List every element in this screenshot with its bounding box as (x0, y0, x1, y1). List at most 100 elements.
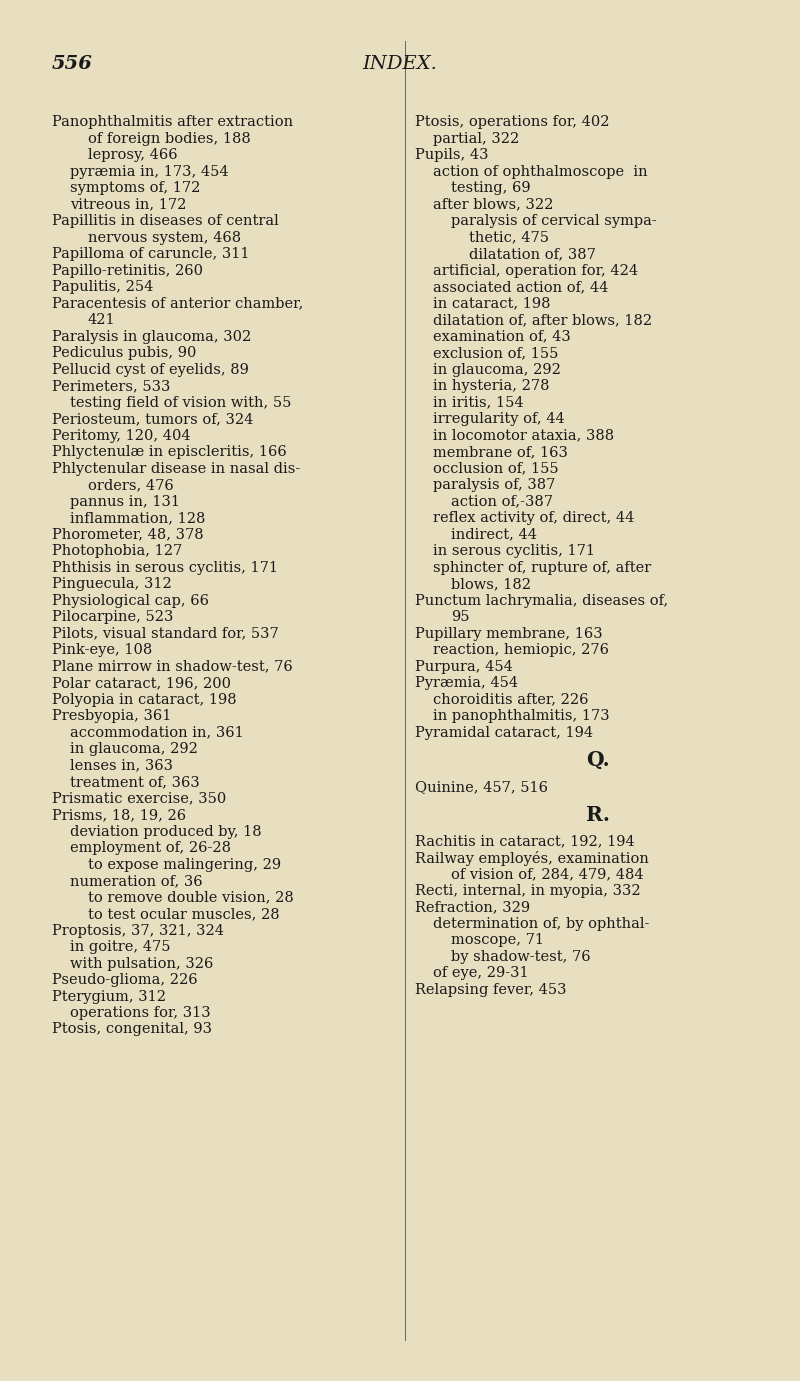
Text: Pellucid cyst of eyelids, 89: Pellucid cyst of eyelids, 89 (52, 362, 249, 377)
Text: in glaucoma, 292: in glaucoma, 292 (70, 742, 198, 755)
Text: employment of, 26-28: employment of, 26-28 (70, 841, 231, 855)
Text: Papillo-retinitis, 260: Papillo-retinitis, 260 (52, 264, 203, 278)
Text: deviation produced by, 18: deviation produced by, 18 (70, 824, 262, 838)
Text: Panophthalmitis after extraction: Panophthalmitis after extraction (52, 115, 293, 128)
Text: Pink-eye, 108: Pink-eye, 108 (52, 644, 152, 657)
Text: inflammation, 128: inflammation, 128 (70, 511, 206, 525)
Text: vitreous in, 172: vitreous in, 172 (70, 197, 186, 211)
Text: Periosteum, tumors of, 324: Periosteum, tumors of, 324 (52, 412, 254, 425)
Text: Pterygium, 312: Pterygium, 312 (52, 990, 166, 1004)
Text: Recti, internal, in myopia, 332: Recti, internal, in myopia, 332 (415, 884, 641, 898)
Text: Polar cataract, 196, 200: Polar cataract, 196, 200 (52, 677, 231, 690)
Text: in panophthalmitis, 173: in panophthalmitis, 173 (433, 708, 610, 724)
Text: with pulsation, 326: with pulsation, 326 (70, 957, 214, 971)
Text: Pyramidal cataract, 194: Pyramidal cataract, 194 (415, 725, 593, 739)
Text: Physiological cap, 66: Physiological cap, 66 (52, 594, 209, 608)
Text: Prisms, 18, 19, 26: Prisms, 18, 19, 26 (52, 808, 186, 822)
Text: of eye, 29-31: of eye, 29-31 (433, 967, 529, 981)
Text: of vision of, 284, 479, 484: of vision of, 284, 479, 484 (451, 867, 644, 881)
Text: blows, 182: blows, 182 (451, 577, 531, 591)
Text: Q.: Q. (586, 750, 610, 771)
Text: reflex activity of, direct, 44: reflex activity of, direct, 44 (433, 511, 634, 525)
Text: Pediculus pubis, 90: Pediculus pubis, 90 (52, 347, 196, 360)
Text: Phlyctenulæ in episcleritis, 166: Phlyctenulæ in episcleritis, 166 (52, 445, 286, 458)
Text: in iritis, 154: in iritis, 154 (433, 395, 524, 410)
Text: to expose malingering, 29: to expose malingering, 29 (88, 858, 281, 871)
Text: Phorometer, 48, 378: Phorometer, 48, 378 (52, 528, 204, 541)
Text: accommodation in, 361: accommodation in, 361 (70, 725, 244, 739)
Text: Ptosis, congenital, 93: Ptosis, congenital, 93 (52, 1022, 212, 1037)
Text: action of ophthalmoscope  in: action of ophthalmoscope in (433, 164, 648, 178)
Text: Rachitis in cataract, 192, 194: Rachitis in cataract, 192, 194 (415, 834, 634, 848)
Text: Photophobia, 127: Photophobia, 127 (52, 544, 182, 558)
Text: INDEX.: INDEX. (362, 55, 438, 73)
Text: associated action of, 44: associated action of, 44 (433, 280, 608, 294)
Text: of foreign bodies, 188: of foreign bodies, 188 (88, 131, 250, 145)
Text: Prismatic exercise, 350: Prismatic exercise, 350 (52, 791, 226, 805)
Text: in glaucoma, 292: in glaucoma, 292 (433, 362, 561, 377)
Text: Quinine, 457, 516: Quinine, 457, 516 (415, 780, 548, 794)
Text: Purpura, 454: Purpura, 454 (415, 660, 513, 674)
Text: after blows, 322: after blows, 322 (433, 197, 554, 211)
Text: Pupillary membrane, 163: Pupillary membrane, 163 (415, 627, 602, 641)
Text: exclusion of, 155: exclusion of, 155 (433, 347, 558, 360)
Text: by shadow-test, 76: by shadow-test, 76 (451, 950, 590, 964)
Text: partial, 322: partial, 322 (433, 131, 519, 145)
Text: action of,-387: action of,-387 (451, 494, 553, 508)
Text: reaction, hemiopic, 276: reaction, hemiopic, 276 (433, 644, 609, 657)
Text: Proptosis, 37, 321, 324: Proptosis, 37, 321, 324 (52, 924, 224, 938)
Text: testing, 69: testing, 69 (451, 181, 530, 195)
Text: orders, 476: orders, 476 (88, 478, 174, 492)
Text: Papillitis in diseases of central: Papillitis in diseases of central (52, 214, 278, 228)
Text: Pinguecula, 312: Pinguecula, 312 (52, 577, 172, 591)
Text: to remove double vision, 28: to remove double vision, 28 (88, 891, 294, 905)
Text: nervous system, 468: nervous system, 468 (88, 231, 241, 244)
Text: R.: R. (586, 805, 610, 824)
Text: dilatation of, 387: dilatation of, 387 (469, 247, 596, 261)
Text: irregularity of, 44: irregularity of, 44 (433, 412, 565, 425)
Text: choroiditis after, 226: choroiditis after, 226 (433, 692, 589, 707)
Text: Pseudo-glioma, 226: Pseudo-glioma, 226 (52, 974, 198, 987)
Text: Ptosis, operations for, 402: Ptosis, operations for, 402 (415, 115, 610, 128)
Text: Refraction, 329: Refraction, 329 (415, 900, 530, 914)
Text: Punctum lachrymalia, diseases of,: Punctum lachrymalia, diseases of, (415, 594, 668, 608)
Text: in goitre, 475: in goitre, 475 (70, 940, 170, 954)
Text: paralysis of, 387: paralysis of, 387 (433, 478, 555, 492)
Text: artificial, operation for, 424: artificial, operation for, 424 (433, 264, 638, 278)
Text: pannus in, 131: pannus in, 131 (70, 494, 180, 508)
Text: 556: 556 (52, 55, 93, 73)
Text: thetic, 475: thetic, 475 (469, 231, 549, 244)
Text: Perimeters, 533: Perimeters, 533 (52, 378, 170, 394)
Text: operations for, 313: operations for, 313 (70, 1005, 210, 1021)
Text: numeration of, 36: numeration of, 36 (70, 874, 202, 888)
Text: Pupils, 43: Pupils, 43 (415, 148, 489, 162)
Text: leprosy, 466: leprosy, 466 (88, 148, 178, 162)
Text: sphincter of, rupture of, after: sphincter of, rupture of, after (433, 561, 651, 574)
Text: Pyræmia, 454: Pyræmia, 454 (415, 677, 518, 690)
Text: testing field of vision with, 55: testing field of vision with, 55 (70, 395, 291, 410)
Text: pyræmia in, 173, 454: pyræmia in, 173, 454 (70, 164, 229, 178)
Text: in hysteria, 278: in hysteria, 278 (433, 378, 550, 394)
Text: 95: 95 (451, 610, 470, 624)
Text: in cataract, 198: in cataract, 198 (433, 297, 550, 311)
Text: membrane of, 163: membrane of, 163 (433, 445, 568, 458)
Text: in serous cyclitis, 171: in serous cyclitis, 171 (433, 544, 595, 558)
Text: 421: 421 (88, 313, 116, 327)
Text: in locomotor ataxia, 388: in locomotor ataxia, 388 (433, 428, 614, 442)
Text: determination of, by ophthal-: determination of, by ophthal- (433, 917, 650, 931)
Text: Paracentesis of anterior chamber,: Paracentesis of anterior chamber, (52, 297, 303, 311)
Text: dilatation of, after blows, 182: dilatation of, after blows, 182 (433, 313, 652, 327)
Text: Papulitis, 254: Papulitis, 254 (52, 280, 154, 294)
Text: treatment of, 363: treatment of, 363 (70, 775, 200, 789)
Text: moscope, 71: moscope, 71 (451, 934, 544, 947)
Text: to test ocular muscles, 28: to test ocular muscles, 28 (88, 907, 280, 921)
Text: Presbyopia, 361: Presbyopia, 361 (52, 708, 171, 724)
Text: Paralysis in glaucoma, 302: Paralysis in glaucoma, 302 (52, 330, 251, 344)
Text: Phlyctenular disease in nasal dis-: Phlyctenular disease in nasal dis- (52, 461, 300, 475)
Text: paralysis of cervical sympa-: paralysis of cervical sympa- (451, 214, 657, 228)
Text: Pilocarpine, 523: Pilocarpine, 523 (52, 610, 174, 624)
Text: examination of, 43: examination of, 43 (433, 330, 570, 344)
Text: Polyopia in cataract, 198: Polyopia in cataract, 198 (52, 692, 237, 707)
Text: symptoms of, 172: symptoms of, 172 (70, 181, 200, 195)
Text: Peritomy, 120, 404: Peritomy, 120, 404 (52, 428, 190, 442)
